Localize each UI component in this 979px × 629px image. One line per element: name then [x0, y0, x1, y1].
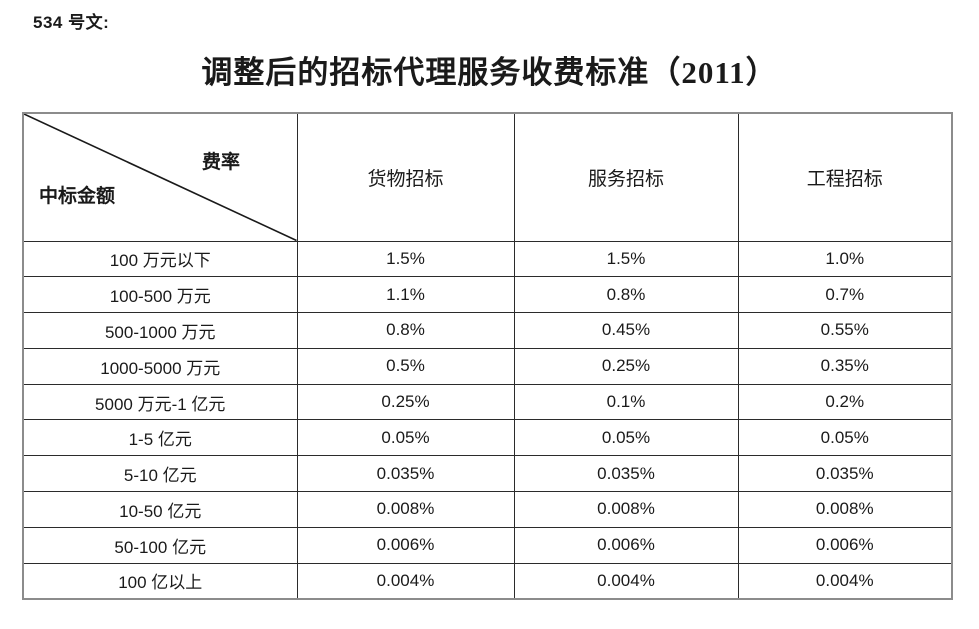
rate-cell-goods: 0.05% — [296, 419, 515, 457]
table-row: 100 万元以下 1.5% 1.5% 1.0% — [22, 240, 953, 278]
table-row: 500-1000 万元 0.8% 0.45% 0.55% — [22, 312, 953, 349]
column-header-engineering-bidding: 工程招标 — [737, 112, 953, 242]
rate-cell-goods: 0.004% — [296, 562, 515, 600]
rate-cell-engineering: 0.7% — [737, 276, 953, 314]
table-row: 100-500 万元 1.1% 0.8% 0.7% — [22, 276, 953, 314]
rate-cell-engineering: 0.55% — [737, 312, 953, 349]
rate-cell-goods: 0.5% — [296, 347, 515, 385]
table-header-row: 费率 中标金额 货物招标 服务招标 工程招标 — [22, 112, 953, 242]
table-row: 5-10 亿元 0.035% 0.035% 0.035% — [22, 455, 953, 493]
rate-cell-goods: 0.8% — [296, 312, 515, 349]
row-label-bid-amount-range: 5-10 亿元 — [22, 455, 298, 493]
row-label-bid-amount-range: 1000-5000 万元 — [22, 347, 298, 385]
table-row: 1-5 亿元 0.05% 0.05% 0.05% — [22, 419, 953, 457]
rate-cell-goods: 0.008% — [296, 491, 515, 528]
rate-cell-engineering: 0.004% — [737, 562, 953, 600]
rate-cell-service: 0.004% — [513, 562, 739, 600]
table-row: 5000 万元-1 亿元 0.25% 0.1% 0.2% — [22, 383, 953, 421]
table-row: 10-50 亿元 0.008% 0.008% 0.008% — [22, 491, 953, 528]
rate-cell-goods: 0.25% — [296, 383, 515, 421]
column-header-service-bidding: 服务招标 — [513, 112, 739, 242]
row-label-bid-amount-range: 10-50 亿元 — [22, 491, 298, 528]
rate-cell-service: 0.8% — [513, 276, 739, 314]
corner-label-bid-amount: 中标金额 — [39, 186, 116, 207]
rate-cell-engineering: 0.008% — [737, 491, 953, 528]
rate-cell-engineering: 0.35% — [737, 347, 953, 385]
table-row: 100 亿以上 0.004% 0.004% 0.004% — [22, 562, 953, 600]
row-label-bid-amount-range: 100 亿以上 — [22, 562, 298, 600]
fee-rate-table: 费率 中标金额 货物招标 服务招标 工程招标 100 万元以下 1.5% 1.5… — [22, 112, 953, 600]
rate-cell-goods: 1.5% — [296, 240, 515, 278]
page-title: 调整后的招标代理服务收费标准（2011） — [201, 55, 778, 90]
rate-cell-service: 0.1% — [513, 383, 739, 421]
rate-cell-goods: 0.006% — [296, 526, 515, 564]
row-label-bid-amount-range: 5000 万元-1 亿元 — [22, 383, 298, 421]
row-label-bid-amount-range: 100 万元以下 — [22, 240, 298, 278]
row-label-bid-amount-range: 50-100 亿元 — [22, 526, 298, 564]
rate-cell-service: 1.5% — [513, 240, 739, 278]
rate-cell-engineering: 0.05% — [737, 419, 953, 457]
row-label-bid-amount-range: 100-500 万元 — [22, 276, 298, 314]
rate-cell-service: 0.05% — [513, 419, 739, 457]
rate-cell-engineering: 0.006% — [737, 526, 953, 564]
corner-label-rate: 费率 — [202, 152, 241, 173]
row-label-bid-amount-range: 500-1000 万元 — [22, 312, 298, 349]
rate-cell-goods: 0.035% — [296, 455, 515, 493]
rate-cell-goods: 1.1% — [296, 276, 515, 314]
rate-cell-service: 0.006% — [513, 526, 739, 564]
rate-cell-service: 0.45% — [513, 312, 739, 349]
table-row: 1000-5000 万元 0.5% 0.25% 0.35% — [22, 347, 953, 385]
row-label-bid-amount-range: 1-5 亿元 — [22, 419, 298, 457]
rate-cell-engineering: 1.0% — [737, 240, 953, 278]
diagonal-divider-line — [24, 114, 297, 241]
rate-cell-engineering: 0.2% — [737, 383, 953, 421]
doc-number: 534 号文: — [33, 13, 110, 32]
diagonal-header-cell: 费率 中标金额 — [22, 112, 298, 242]
table-row: 50-100 亿元 0.006% 0.006% 0.006% — [22, 526, 953, 564]
rate-cell-service: 0.25% — [513, 347, 739, 385]
rate-cell-engineering: 0.035% — [737, 455, 953, 493]
column-header-goods-bidding: 货物招标 — [296, 112, 515, 242]
rate-cell-service: 0.008% — [513, 491, 739, 528]
rate-cell-service: 0.035% — [513, 455, 739, 493]
